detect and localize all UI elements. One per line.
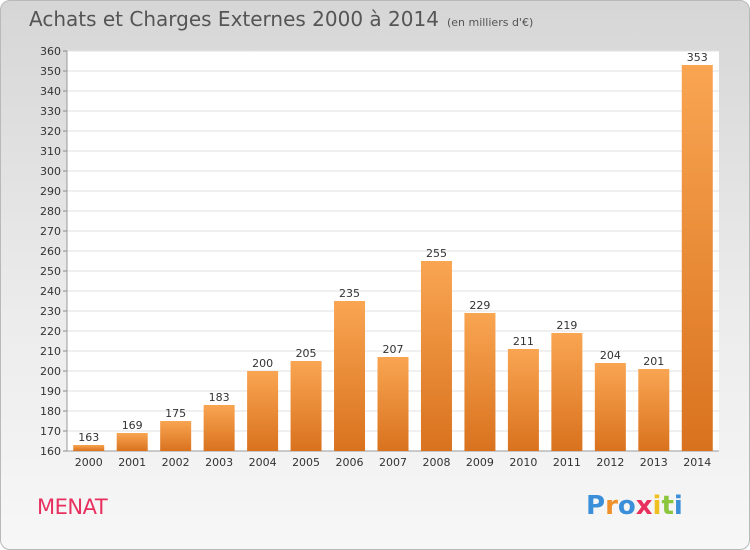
y-tick-label: 330 bbox=[40, 105, 61, 118]
x-tick-label: 2010 bbox=[509, 456, 537, 469]
data-label: 229 bbox=[469, 299, 490, 312]
y-tick-label: 240 bbox=[40, 285, 61, 298]
y-tick-label: 230 bbox=[40, 305, 61, 318]
y-tick-label: 350 bbox=[40, 65, 61, 78]
data-label: 201 bbox=[643, 355, 664, 368]
bar bbox=[116, 433, 148, 451]
logo-letter: r bbox=[605, 491, 618, 521]
bar bbox=[638, 369, 670, 451]
data-label: 163 bbox=[78, 431, 99, 444]
y-tick-label: 220 bbox=[40, 325, 61, 338]
x-tick-label: 2000 bbox=[75, 456, 103, 469]
y-tick-label: 170 bbox=[40, 425, 61, 438]
bar bbox=[160, 421, 192, 451]
bar bbox=[551, 333, 583, 451]
x-tick-label: 2008 bbox=[422, 456, 450, 469]
data-label: 200 bbox=[252, 357, 273, 370]
x-tick-label: 2004 bbox=[249, 456, 277, 469]
logo-letter: P bbox=[586, 491, 606, 521]
data-label: 219 bbox=[556, 319, 577, 332]
y-tick-label: 360 bbox=[40, 45, 61, 58]
chart-title: Achats et Charges Externes 2000 à 2014 (e… bbox=[29, 7, 533, 31]
y-tick-label: 250 bbox=[40, 265, 61, 278]
y-tick-label: 160 bbox=[40, 445, 61, 458]
x-tick-label: 2009 bbox=[466, 456, 494, 469]
data-label: 169 bbox=[122, 419, 143, 432]
chart-title-text: Achats et Charges Externes 2000 à 2014 bbox=[29, 7, 439, 31]
y-tick-label: 190 bbox=[40, 385, 61, 398]
data-label: 255 bbox=[426, 247, 447, 260]
x-tick-label: 2011 bbox=[553, 456, 581, 469]
chart-unit: (en milliers d'€) bbox=[446, 16, 534, 29]
bar bbox=[377, 357, 409, 451]
y-tick-label: 340 bbox=[40, 85, 61, 98]
y-tick-label: 210 bbox=[40, 345, 61, 358]
logo-letter: i bbox=[652, 491, 662, 521]
bar bbox=[594, 363, 626, 451]
x-tick-label: 2012 bbox=[596, 456, 624, 469]
logo-letter: i bbox=[673, 491, 683, 521]
logo-letter: x bbox=[635, 491, 653, 521]
bar bbox=[334, 301, 366, 451]
bar bbox=[420, 261, 452, 451]
data-label: 205 bbox=[296, 347, 317, 360]
x-tick-label: 2001 bbox=[118, 456, 146, 469]
x-tick-label: 2014 bbox=[683, 456, 711, 469]
bar bbox=[464, 313, 496, 451]
data-label: 183 bbox=[209, 391, 230, 404]
data-label: 353 bbox=[687, 51, 708, 64]
bar bbox=[681, 65, 713, 451]
x-tick-label: 2007 bbox=[379, 456, 407, 469]
y-tick-label: 260 bbox=[40, 245, 61, 258]
bar bbox=[203, 405, 235, 451]
y-tick-label: 310 bbox=[40, 145, 61, 158]
commune-name: MENAT bbox=[37, 495, 108, 519]
logo-letter: t bbox=[661, 491, 674, 521]
bar bbox=[507, 349, 539, 451]
logo-letter: o bbox=[617, 491, 636, 521]
y-tick-label: 270 bbox=[40, 225, 61, 238]
data-label: 235 bbox=[339, 287, 360, 300]
x-tick-label: 2013 bbox=[640, 456, 668, 469]
data-label: 211 bbox=[513, 335, 534, 348]
y-tick-label: 300 bbox=[40, 165, 61, 178]
bar bbox=[247, 371, 279, 451]
x-tick-label: 2003 bbox=[205, 456, 233, 469]
y-tick-label: 200 bbox=[40, 365, 61, 378]
y-tick-label: 290 bbox=[40, 185, 61, 198]
data-label: 204 bbox=[600, 349, 621, 362]
data-label: 175 bbox=[165, 407, 186, 420]
x-tick-label: 2002 bbox=[162, 456, 190, 469]
y-tick-label: 180 bbox=[40, 405, 61, 418]
data-label: 207 bbox=[383, 343, 404, 356]
x-tick-label: 2006 bbox=[336, 456, 364, 469]
bar bbox=[73, 445, 105, 451]
x-tick-label: 2005 bbox=[292, 456, 320, 469]
y-tick-label: 280 bbox=[40, 205, 61, 218]
proxiti-logo: Proxiti bbox=[586, 491, 683, 521]
bar bbox=[290, 361, 322, 451]
y-tick-label: 320 bbox=[40, 125, 61, 138]
